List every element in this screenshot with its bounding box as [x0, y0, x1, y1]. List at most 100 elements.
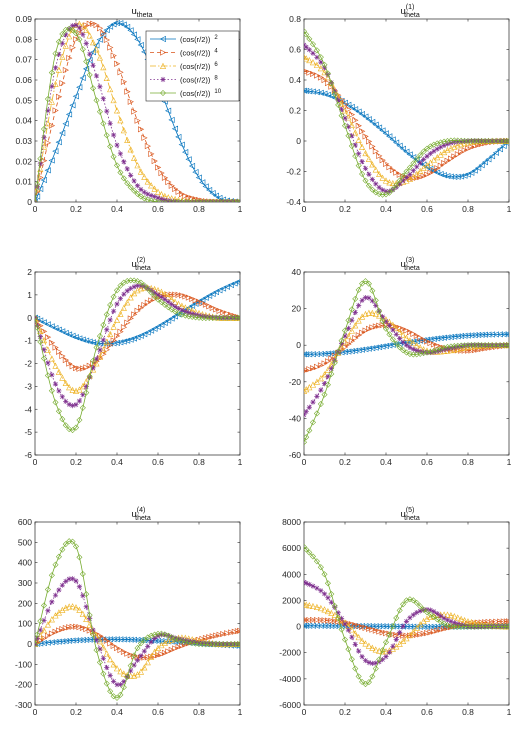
data-point: [172, 308, 179, 315]
data-point: [338, 112, 345, 119]
subplot-4: 0 0.2 0.4 0.6 0.8 1 -60 -40 -20 0 20 40 u(3) theta: [289, 257, 512, 467]
data-point: [430, 341, 438, 348]
data-point: [400, 601, 407, 608]
data-point: [169, 198, 175, 202]
data-point: [317, 564, 324, 571]
data-point: [417, 631, 424, 638]
data-point: [76, 417, 83, 424]
y-tick-label: 400: [18, 558, 32, 568]
data-point: [224, 314, 231, 321]
data-point: [413, 156, 420, 163]
data-point: [437, 334, 444, 342]
data-point: [59, 328, 66, 335]
data-point: [37, 155, 44, 162]
y-tick-label: -0.4: [286, 197, 301, 207]
data-point: [403, 327, 410, 334]
data-point: [386, 649, 393, 655]
data-point: [331, 622, 338, 629]
data-point: [73, 623, 80, 630]
x-tick-label: 0: [33, 457, 38, 467]
data-point: [414, 610, 420, 616]
data-point: [461, 617, 468, 624]
x-tick-label: 0: [302, 204, 307, 214]
data-point: [348, 327, 355, 334]
subplot-6: 0 0.2 0.4 0.6 0.8 1 -6000 -4000 -2000 0 2000 4000 60…: [279, 507, 511, 717]
data-point: [144, 299, 152, 306]
data-point: [148, 653, 155, 660]
data-point: [451, 620, 457, 626]
data-point: [73, 36, 80, 43]
data-point: [103, 680, 110, 687]
data-point: [441, 160, 448, 167]
data-point: [481, 331, 488, 338]
data-point: [324, 91, 331, 98]
data-point: [41, 328, 48, 335]
data-point: [352, 335, 359, 342]
x-tick-label: 0.6: [421, 457, 433, 467]
data-point: [55, 408, 62, 415]
x-tick-label: 0.4: [111, 457, 123, 467]
data-point: [56, 93, 63, 100]
data-point: [434, 348, 440, 354]
data-point: [309, 41, 316, 48]
data-point: [306, 622, 313, 629]
data-point: [444, 346, 451, 352]
data-point: [127, 98, 134, 105]
x-tick-label: 0.2: [339, 707, 351, 717]
data-point: [175, 291, 182, 298]
data-point: [352, 322, 359, 329]
x-tick-label: 0.4: [111, 204, 123, 214]
data-point: [455, 344, 461, 350]
data-point: [406, 623, 413, 630]
data-point: [304, 55, 310, 62]
data-point: [321, 591, 328, 597]
data-point: [127, 672, 134, 679]
data-point: [338, 341, 345, 347]
data-point: [106, 636, 114, 643]
data-point: [192, 297, 199, 304]
data-point: [141, 664, 148, 671]
data-point: [117, 691, 124, 698]
data-point: [328, 609, 335, 616]
data-point: [151, 194, 158, 200]
data-point: [389, 136, 396, 143]
data-point: [393, 614, 400, 622]
data-point: [56, 627, 63, 634]
y-tick-label: 0.02: [15, 156, 32, 166]
data-point: [321, 391, 328, 398]
data-point: [104, 108, 110, 114]
data-point: [379, 623, 386, 630]
data-point: [76, 365, 83, 372]
data-point: [379, 187, 386, 193]
data-point: [351, 347, 359, 354]
data-point: [433, 623, 441, 630]
data-point: [130, 290, 138, 297]
data-point: [172, 635, 178, 641]
data-point: [185, 639, 192, 646]
data-point: [107, 688, 114, 695]
data-point: [356, 648, 362, 654]
data-point: [372, 627, 380, 634]
data-point: [417, 160, 423, 166]
data-point: [359, 280, 366, 287]
data-point: [151, 157, 158, 165]
data-point: [359, 128, 366, 135]
y-tick-label: -4: [24, 404, 32, 414]
data-point: [430, 335, 437, 342]
data-point: [110, 636, 117, 643]
data-point: [309, 59, 317, 66]
data-point: [400, 632, 407, 639]
subplot-1: 0 0.2 0.4 0.6 0.8 1 0 0.01 0.02 0.03 0.04 0.05 0.06 0…: [15, 6, 242, 214]
series-line-5: [35, 279, 240, 431]
data-point: [321, 606, 328, 613]
data-point: [117, 20, 124, 27]
legend-marker: [159, 35, 166, 43]
data-point: [386, 623, 393, 630]
data-point: [382, 648, 390, 655]
data-point: [417, 334, 424, 342]
data-point: [382, 130, 389, 137]
data-point: [113, 636, 120, 643]
data-point: [72, 637, 79, 644]
data-point: [392, 139, 400, 146]
data-point: [69, 44, 76, 51]
